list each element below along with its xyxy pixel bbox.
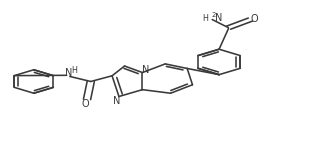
Text: N: N [215,13,222,23]
Text: N: N [113,96,120,106]
Text: N: N [64,68,72,78]
Text: O: O [82,99,89,109]
Text: O: O [250,14,258,24]
Text: N: N [142,65,150,75]
Text: H: H [71,66,77,75]
Text: H: H [203,14,208,23]
Text: 2: 2 [212,12,216,18]
